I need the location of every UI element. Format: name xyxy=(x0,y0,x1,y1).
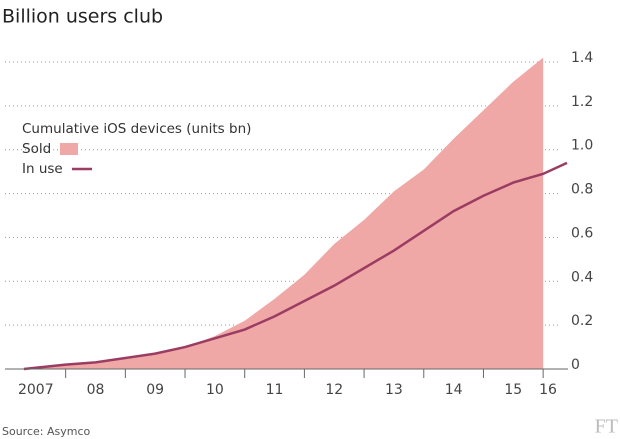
y-tick-label: 0.2 xyxy=(571,313,593,329)
x-tick-label: 09 xyxy=(146,382,164,398)
source: Source: Asymco xyxy=(2,425,91,438)
y-tick-label: 0 xyxy=(571,357,580,373)
legend-title: Cumulative iOS devices (units bn) xyxy=(22,121,251,137)
y-tick-label: 1.0 xyxy=(571,138,593,154)
x-tick-label: 16 xyxy=(539,382,557,398)
legend-label: Sold xyxy=(22,141,51,157)
chart-title: Billion users club xyxy=(2,6,163,28)
y-tick-label: 1.4 xyxy=(571,50,593,66)
x-tick-label: 12 xyxy=(325,382,343,398)
logo: FT xyxy=(595,416,618,438)
legend-swatch xyxy=(60,143,78,155)
x-tick-label: 11 xyxy=(266,382,284,398)
legend-label: In use xyxy=(22,161,63,177)
x-tick-label: 08 xyxy=(87,382,105,398)
line xyxy=(23,161,568,371)
y-tick-label: 0.4 xyxy=(571,269,593,285)
area xyxy=(23,57,544,369)
plot xyxy=(23,57,568,371)
y-tick-label: 1.2 xyxy=(571,94,593,110)
y-tick-label: 0.8 xyxy=(571,182,593,198)
x-tick-label: 10 xyxy=(206,382,224,398)
x-tick-label: 14 xyxy=(445,382,463,398)
x-tick-label: 15 xyxy=(504,382,522,398)
x-tick-label: 2007 xyxy=(18,382,54,398)
x-tick-label: 13 xyxy=(385,382,403,398)
y-tick-label: 0.6 xyxy=(571,225,593,241)
